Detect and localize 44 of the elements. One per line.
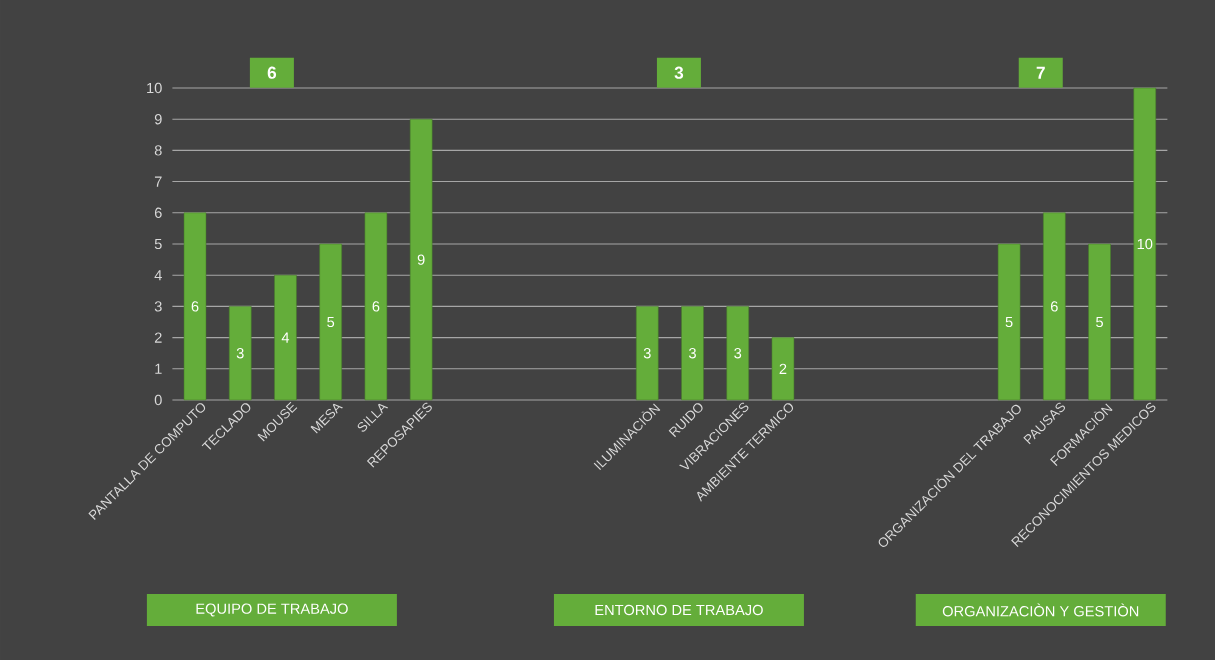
bar [1088, 243, 1111, 401]
bar [636, 306, 659, 401]
bar [364, 212, 388, 401]
bar [274, 274, 297, 401]
bar [228, 306, 252, 401]
y-tick-label: 3 [154, 301, 162, 312]
data-label: 3 [643, 348, 651, 359]
bar [183, 212, 207, 401]
text: 7 [1036, 66, 1045, 79]
data-label: 4 [281, 332, 290, 343]
y-tick-label: 5 [154, 238, 162, 250]
data-label: 6 [372, 301, 380, 312]
bar [409, 118, 433, 401]
data-label: 9 [417, 254, 425, 265]
bar [771, 337, 795, 401]
y-tick-label: 1 [155, 363, 162, 374]
y-tick-label: 10 [147, 82, 162, 94]
bar [681, 306, 704, 401]
y-tick-label: 4 [154, 270, 162, 281]
data-label: 2 [779, 363, 787, 374]
y-tick-label: 9 [154, 114, 162, 125]
data-label: 5 [1096, 316, 1103, 328]
data-label: 6 [1050, 301, 1058, 312]
y-tick-label: 8 [154, 145, 162, 156]
y-tick-label: 7 [154, 176, 162, 187]
bar [1043, 212, 1066, 401]
data-label: 3 [734, 348, 742, 359]
bar [1133, 87, 1157, 401]
data-label: 6 [191, 301, 199, 312]
data-label: 5 [1005, 316, 1013, 328]
bar [997, 243, 1021, 401]
data-label: 5 [327, 316, 335, 328]
text: ORGANIZACIÒN Y GESTIÒN [942, 603, 1139, 617]
text: EQUIPO DE TRABAJO [196, 603, 348, 617]
bar [726, 306, 749, 401]
y-tick-label: 2 [154, 332, 162, 343]
bar [319, 243, 342, 401]
text: ENTORNO DE TRABAJO [595, 604, 763, 616]
text: 3 [674, 66, 684, 79]
text: 6 [267, 66, 277, 79]
data-label: 3 [236, 348, 244, 359]
data-label: 3 [688, 348, 696, 359]
data-label: 10 [1137, 238, 1153, 250]
y-tick-label: 6 [154, 207, 162, 218]
